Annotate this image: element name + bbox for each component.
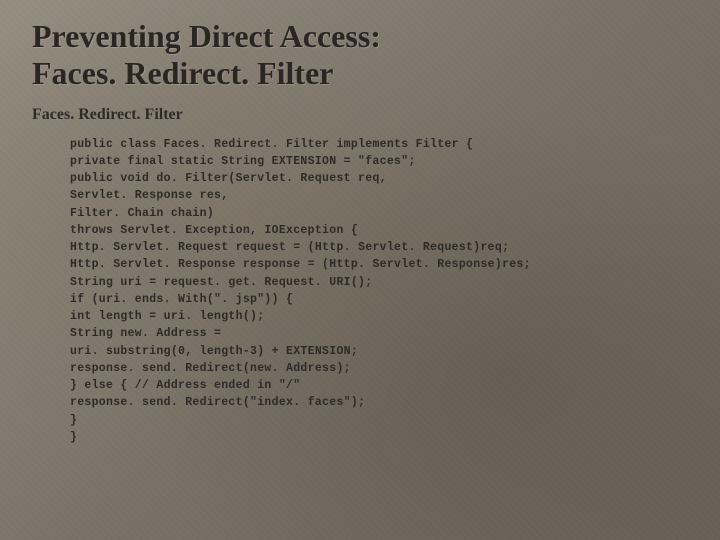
slide-container: Preventing Direct Access: Faces. Redirec…: [0, 0, 720, 540]
code-line: int length = uri. length();: [70, 310, 264, 323]
code-line: }: [70, 414, 77, 427]
code-line: Http. Servlet. Request request = (Http. …: [70, 241, 509, 254]
code-line: } else { // Address ended in "/": [70, 379, 300, 392]
code-line: public void do. Filter(Servlet. Request …: [70, 172, 387, 185]
title-line-2: Faces. Redirect. Filter: [32, 55, 333, 91]
code-line: uri. substring(0, length-3) + EXTENSION;: [70, 345, 358, 358]
code-line: Http. Servlet. Response response = (Http…: [70, 258, 531, 271]
code-line: throws Servlet. Exception, IOException {: [70, 224, 358, 237]
code-line: if (uri. ends. With(". jsp")) {: [70, 293, 293, 306]
slide-title: Preventing Direct Access: Faces. Redirec…: [32, 18, 688, 92]
code-line: private final static String EXTENSION = …: [70, 155, 416, 168]
code-line: String uri = request. get. Request. URI(…: [70, 276, 372, 289]
code-line: String new. Address =: [70, 327, 221, 340]
title-line-1: Preventing Direct Access:: [32, 18, 381, 54]
slide-subtitle: Faces. Redirect. Filter: [32, 106, 688, 124]
code-line: Filter. Chain chain): [70, 207, 214, 220]
code-block: public class Faces. Redirect. Filter imp…: [32, 136, 688, 447]
code-line: response. send. Redirect(new. Address);: [70, 362, 351, 375]
code-line: public class Faces. Redirect. Filter imp…: [70, 138, 473, 151]
code-line: response. send. Redirect("index. faces")…: [70, 396, 365, 409]
code-line: }: [70, 431, 77, 444]
code-line: Servlet. Response res,: [70, 189, 228, 202]
